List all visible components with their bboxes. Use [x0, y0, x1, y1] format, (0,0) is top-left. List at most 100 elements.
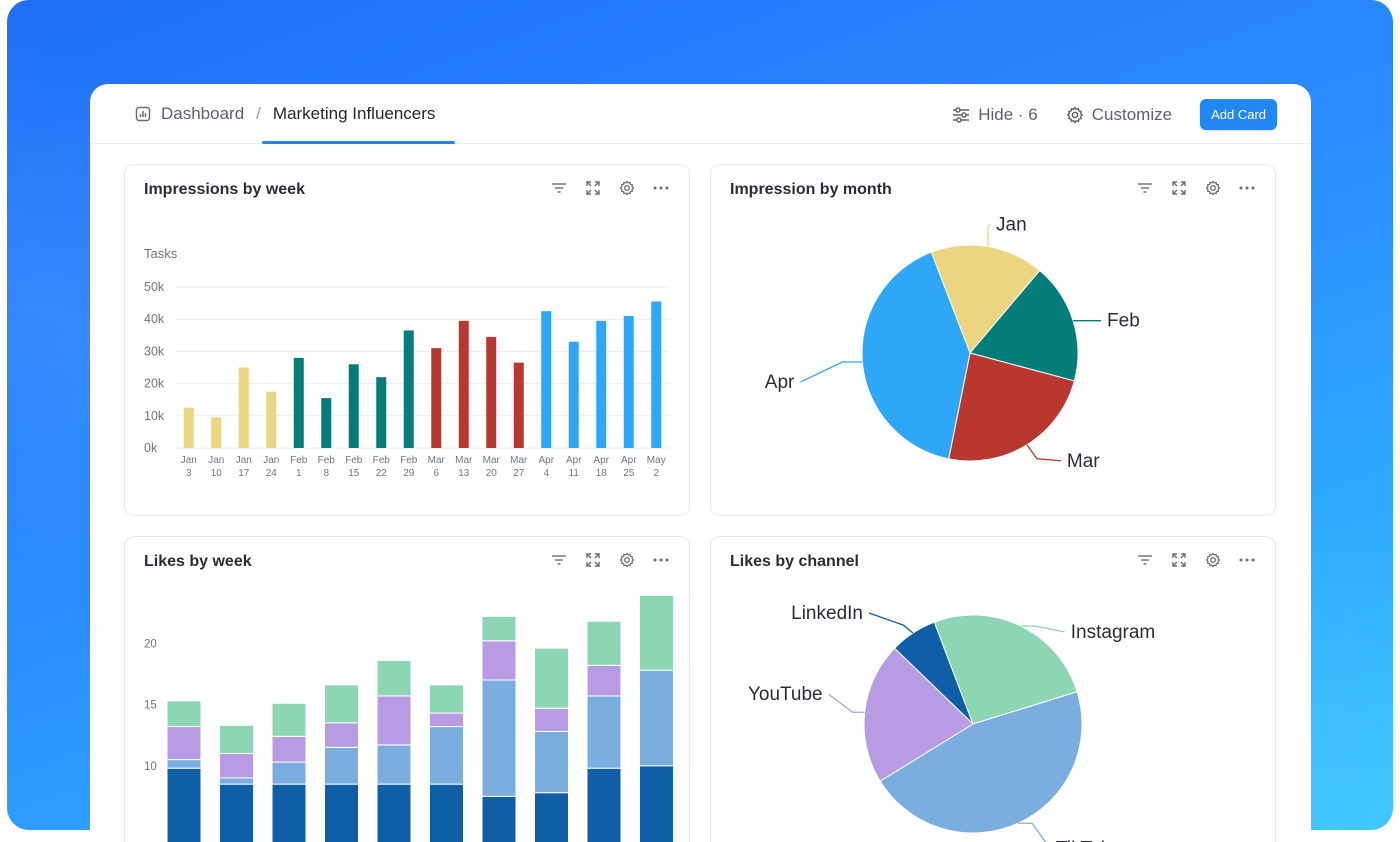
header-actions: Hide · 6 Customize Add Card	[952, 99, 1277, 130]
likes-by-week-card: Likes by week 10 15 20	[124, 536, 690, 842]
x-tick-label: Apr	[538, 455, 554, 466]
bar	[403, 330, 414, 448]
stacked-bar-segment	[219, 783, 254, 842]
stacked-bar-segment	[219, 777, 254, 785]
y-tick-label: 20k	[144, 377, 165, 391]
stacked-bar-segment	[376, 783, 412, 842]
filter-icon[interactable]	[549, 179, 569, 197]
stacked-bar-segment	[534, 647, 569, 709]
pie-slice	[861, 251, 971, 460]
x-tick-label: 10	[211, 468, 223, 479]
stacked-bar-segment	[534, 792, 569, 842]
bar	[211, 417, 222, 448]
x-tick-label: 29	[403, 468, 415, 479]
x-tick-label: Feb	[290, 455, 308, 466]
x-tick-label: 17	[238, 468, 250, 479]
x-tick-label: 4	[543, 468, 549, 479]
x-tick-label: 3	[186, 468, 192, 479]
stacked-bar-segment	[639, 765, 674, 842]
x-tick-label: 27	[513, 468, 525, 479]
pie-leader-line	[800, 361, 863, 383]
bar	[431, 348, 442, 448]
x-tick-label: 25	[623, 468, 635, 479]
stacked-bar-segment	[586, 664, 622, 697]
x-tick-label: Mar	[483, 455, 501, 466]
pie-label: Mar	[1067, 451, 1100, 472]
y-tick-label: 30k	[144, 344, 165, 358]
x-tick-label: Feb	[318, 455, 336, 466]
card-title: Likes by channel	[730, 553, 859, 570]
x-tick-label: 18	[596, 468, 608, 479]
pie-label: Instagram	[1071, 622, 1155, 643]
likes-stacked-bar-chart: 10 15 20	[144, 594, 674, 842]
pie-label: Jan	[996, 215, 1027, 236]
settings-icon[interactable]	[617, 179, 637, 197]
x-tick-label: Feb	[400, 455, 418, 466]
bar	[183, 407, 194, 448]
pie-leader-line	[1018, 822, 1047, 842]
x-tick-label: Mar	[510, 455, 528, 466]
dashboard-window: Dashboard / Marketing Influencers Hide ·…	[90, 84, 1311, 842]
y-axis-label: Tasks	[144, 246, 178, 261]
tab-marketing-influencers[interactable]: Marketing Influencers	[272, 104, 436, 123]
more-icon[interactable]	[651, 551, 671, 569]
breadcrumb-dashboard-link[interactable]: Dashboard	[161, 104, 245, 123]
stacked-bar-segment	[429, 712, 464, 728]
expand-icon[interactable]	[1169, 551, 1189, 569]
x-tick-label: 13	[458, 468, 470, 479]
bar	[651, 301, 662, 448]
settings-icon[interactable]	[617, 551, 637, 569]
stacked-bar-segment	[376, 744, 412, 785]
stacked-bar-segment	[166, 759, 202, 769]
stacked-bar-segment	[376, 659, 412, 697]
bar	[321, 398, 332, 448]
expand-icon[interactable]	[583, 179, 603, 197]
filter-icon[interactable]	[549, 551, 569, 569]
pie-slice	[879, 691, 1083, 834]
pie-slice	[969, 269, 1079, 382]
more-icon[interactable]	[1237, 179, 1257, 197]
customize-button[interactable]: Customize	[1066, 105, 1172, 125]
bar	[348, 364, 359, 448]
card-tools	[535, 179, 671, 197]
pie-slice	[863, 647, 974, 782]
hide-button[interactable]: Hide · 6	[952, 105, 1038, 125]
stacked-bar-segment	[481, 640, 517, 681]
expand-icon[interactable]	[583, 551, 603, 569]
x-tick-label: Apr	[593, 455, 609, 466]
y-tick-label: 10	[144, 761, 157, 773]
more-icon[interactable]	[651, 179, 671, 197]
x-tick-label: Apr	[566, 455, 582, 466]
bar	[238, 367, 249, 448]
stacked-bar-segment	[534, 730, 569, 794]
stacked-bar-segment	[481, 679, 517, 797]
impressions-bar-chart: Tasks 0k 10k 20k 30k 40k 50k Jan 3 Jan 10 Jan 17 Jan 2…	[144, 246, 670, 479]
filter-icon[interactable]	[1135, 179, 1155, 197]
stacked-bar-segment	[639, 669, 674, 767]
bar	[458, 320, 469, 448]
stacked-bar-segment	[219, 753, 254, 779]
breadcrumb-separator: /	[256, 104, 261, 123]
pie-label: TikTok	[1056, 838, 1111, 842]
x-tick-label: 8	[323, 468, 329, 479]
stacked-bar-segment	[271, 783, 307, 842]
settings-icon[interactable]	[1203, 179, 1223, 197]
bar	[513, 362, 524, 448]
expand-icon[interactable]	[1169, 179, 1189, 197]
stacked-bar-segment	[219, 724, 254, 754]
stacked-bar-segment	[429, 783, 464, 842]
more-icon[interactable]	[1237, 551, 1257, 569]
x-tick-label: Jan	[236, 455, 252, 466]
y-tick-label: 10k	[144, 409, 165, 423]
settings-icon[interactable]	[1203, 551, 1223, 569]
stacked-bar-segment	[324, 722, 359, 748]
stacked-bar-segment	[639, 594, 674, 671]
pie-leader-line	[1020, 625, 1065, 633]
bar	[596, 320, 607, 448]
stacked-bar-segment	[586, 620, 622, 666]
pie-label: Feb	[1107, 311, 1140, 332]
bar	[568, 341, 579, 448]
filter-icon[interactable]	[1135, 551, 1155, 569]
add-card-button[interactable]: Add Card	[1200, 99, 1277, 130]
stacked-bar-segment	[166, 767, 202, 842]
